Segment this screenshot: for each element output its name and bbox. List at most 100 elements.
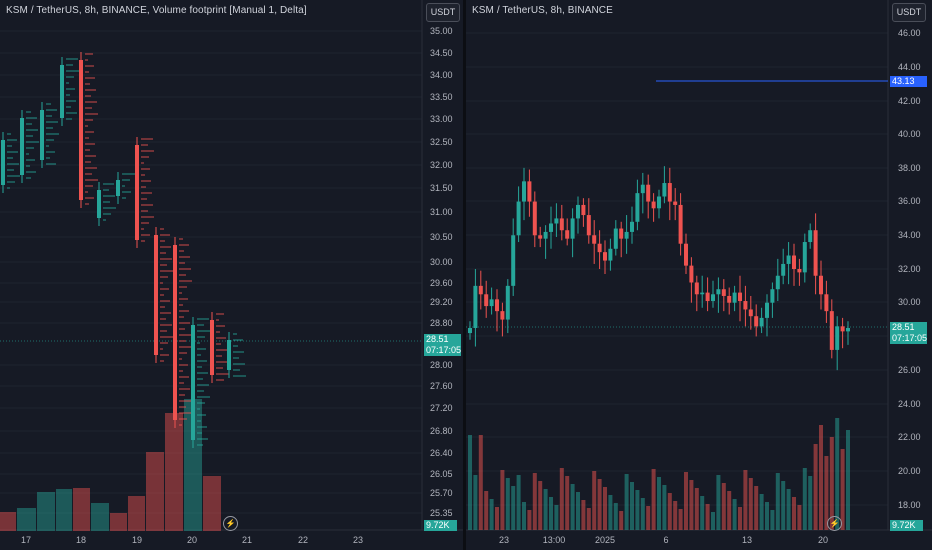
footprint-chart-canvas[interactable]: [0, 0, 463, 550]
price-axis-label: 22.00: [898, 432, 921, 442]
candle-body: [802, 242, 807, 273]
volume-bar: [511, 486, 516, 530]
price-axis-label: 32.00: [898, 264, 921, 274]
price-axis-label: 44.00: [898, 62, 921, 72]
volume-bar: [484, 491, 489, 530]
candle-body: [597, 243, 602, 253]
candle-body: [662, 183, 667, 197]
right-countdown: 07:17:05: [892, 333, 928, 343]
volume-profile-bar: [128, 496, 145, 531]
time-axis-label: 20: [186, 535, 197, 545]
volume-profile-bar: [184, 399, 202, 531]
volume-bar: [489, 499, 494, 530]
volume-bar: [603, 487, 607, 530]
left-chart-legend[interactable]: KSM / TetherUS, 8h, BINANCE, Volume foot…: [6, 5, 307, 16]
candle-body: [565, 230, 570, 239]
price-axis-label: 29.60: [430, 278, 453, 288]
price-axis-label: 30.00: [430, 257, 453, 267]
candle-body: [505, 285, 510, 320]
candle-body: [608, 248, 613, 261]
volume-bar: [694, 488, 699, 530]
volume-bar: [770, 510, 775, 530]
candle-body: [770, 289, 775, 303]
volume-bar: [829, 437, 834, 530]
left-lightning-icon[interactable]: ⚡: [223, 516, 238, 531]
volume-bar: [608, 495, 613, 530]
volume-bar: [581, 500, 586, 530]
price-axis-label: 46.00: [898, 28, 921, 38]
volume-profile-bar: [37, 492, 55, 531]
candle-body: [484, 294, 489, 307]
candle-body: [468, 328, 472, 334]
candle-body: [694, 282, 699, 295]
candle-body: [813, 230, 818, 276]
candle-body: [840, 326, 845, 332]
candle-body: [581, 204, 586, 216]
candle-body: [700, 292, 705, 295]
left-currency-button[interactable]: USDT: [426, 3, 460, 22]
time-axis-label: 6: [663, 535, 669, 545]
price-axis-label: 34.00: [898, 230, 921, 240]
candle-body: [738, 292, 742, 302]
time-axis-label: 17: [20, 535, 31, 545]
candle-body: [538, 235, 543, 239]
candle-body: [646, 184, 651, 202]
left-last-price: 28.51: [426, 334, 449, 344]
volume-bar: [748, 478, 753, 530]
candle-body: [635, 193, 640, 222]
volume-bar: [775, 473, 780, 530]
left-countdown: 07:17:05: [426, 345, 462, 355]
right-chart-pane[interactable]: KSM / TetherUS, 8h, BINANCE USDT 46.00 44…: [466, 0, 932, 550]
footprint-candle: [40, 110, 44, 160]
candlestick-chart-canvas[interactable]: [466, 0, 932, 550]
alert-price-tag[interactable]: 43.13: [890, 76, 927, 87]
pane-divider[interactable]: [463, 0, 466, 550]
candle-body: [689, 265, 694, 283]
time-axis-label: 19: [131, 535, 142, 545]
footprint-candle: [154, 235, 158, 355]
left-chart-pane[interactable]: KSM / TetherUS, 8h, BINANCE, Volume foot…: [0, 0, 463, 550]
volume-profile-bar: [0, 512, 16, 531]
volume-bar: [538, 481, 543, 530]
volume-bar: [792, 497, 796, 530]
right-lightning-icon[interactable]: ⚡: [827, 516, 842, 531]
price-axis-label: 29.20: [430, 297, 453, 307]
price-axis-label: 38.00: [898, 163, 921, 173]
volume-bar: [824, 456, 829, 530]
volume-bar: [468, 435, 472, 530]
candle-body: [532, 201, 537, 236]
right-chart-legend[interactable]: KSM / TetherUS, 8h, BINANCE: [472, 5, 613, 16]
volume-bar: [495, 507, 499, 530]
volume-bar: [662, 485, 667, 530]
price-axis-label: 30.50: [430, 232, 453, 242]
candle-body: [516, 201, 521, 236]
price-axis-label: 25.35: [430, 508, 453, 518]
price-axis-label: 33.00: [430, 114, 453, 124]
time-axis-label: 23: [352, 535, 363, 545]
volume-bar: [635, 490, 640, 530]
candle-body: [543, 231, 548, 239]
candle-body: [716, 289, 721, 295]
volume-bar: [673, 501, 678, 530]
volume-bar: [786, 489, 791, 530]
volume-bar: [522, 502, 526, 530]
time-axis-label: 21: [241, 535, 252, 545]
volume-profile-bar: [56, 489, 72, 531]
volume-bar: [613, 503, 618, 530]
candle-body: [721, 289, 726, 296]
footprint-candle: [20, 118, 24, 175]
candle-body: [570, 218, 575, 239]
volume-bar: [576, 492, 580, 530]
volume-bar: [819, 425, 823, 530]
volume-bar: [597, 479, 602, 530]
candle-body: [792, 255, 796, 269]
footprint-candle: [135, 145, 139, 240]
price-axis-label: 26.80: [430, 426, 453, 436]
candle-body: [819, 275, 823, 295]
candle-body: [522, 181, 526, 202]
candle-body: [527, 181, 532, 202]
volume-profile-bar: [165, 413, 183, 531]
volume-profile-bar: [203, 476, 221, 531]
right-currency-button[interactable]: USDT: [892, 3, 926, 22]
price-axis-label: 32.50: [430, 137, 453, 147]
